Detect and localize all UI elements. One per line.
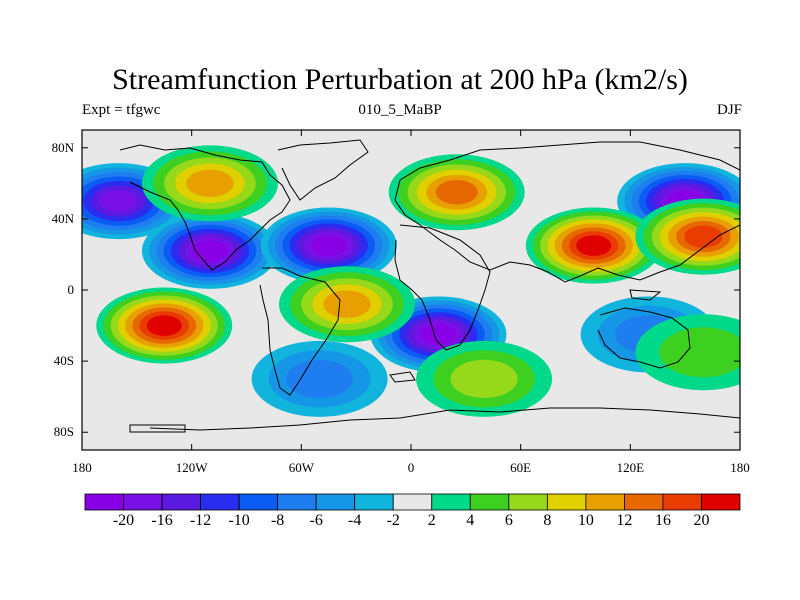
colorbar-label: -2 — [386, 512, 400, 529]
colorbar-box — [238, 493, 279, 511]
colorbar-label: -16 — [151, 512, 173, 529]
x-tick-label: 0 — [407, 460, 415, 475]
contour-feature — [260, 207, 397, 284]
contour-feature — [635, 198, 740, 275]
coastline-australia — [597, 307, 691, 369]
colorbar-label: -6 — [309, 512, 323, 529]
colorbar-box — [123, 493, 163, 511]
contour-feature — [251, 340, 388, 417]
coastline-south-america — [259, 267, 341, 396]
coastline-north-america — [119, 144, 291, 271]
subtitle-left: Expt = tfgwc — [82, 102, 161, 118]
contour-feature — [416, 340, 553, 417]
chart-title: Streamfunction Perturbation at 200 hPa (… — [112, 63, 688, 96]
colorbar-label: 20 — [693, 512, 710, 529]
x-tick-label: 120E — [616, 460, 645, 475]
colorbar-box — [662, 493, 702, 511]
contour-band — [659, 327, 740, 378]
colorbar-label: 2 — [427, 512, 436, 529]
colorbar-label: -12 — [189, 512, 212, 529]
colorbar-label: 6 — [504, 512, 513, 529]
contour-feature — [635, 314, 740, 391]
coastline-greenland — [277, 139, 369, 201]
contour-band — [286, 359, 354, 398]
colorbar-label: 8 — [543, 512, 552, 529]
colorbar — [84, 493, 741, 511]
contour-feature — [141, 145, 278, 222]
colorbar-label: -4 — [348, 512, 362, 529]
colorbar-box — [546, 493, 587, 511]
contour-band — [99, 189, 138, 213]
contour-feature — [96, 287, 233, 364]
colorbar-label: 12 — [616, 512, 633, 529]
colorbar-label: -20 — [112, 512, 135, 529]
x-tick-label: 120W — [175, 460, 208, 475]
contour-band — [192, 240, 228, 262]
coastline-africa — [394, 224, 491, 351]
contour-band — [186, 169, 234, 198]
colorbar-box — [585, 493, 625, 511]
colorbar-box — [624, 493, 664, 511]
y-tick-label: 80N — [51, 139, 74, 155]
colorbar-box — [354, 493, 394, 511]
colorbar-box — [392, 493, 433, 511]
colorbar-box — [431, 493, 471, 511]
x-tick-label: 180 — [72, 460, 92, 475]
colorbar-label: -8 — [270, 512, 285, 529]
y-tick-label: 40N — [51, 210, 74, 226]
x-tick-label: 60E — [510, 460, 532, 475]
colorbar-label: -10 — [228, 512, 250, 529]
coastline-islands — [129, 289, 662, 433]
subtitle-right: DJF — [716, 102, 742, 118]
contour-band — [576, 235, 612, 256]
contour-feature — [525, 207, 662, 284]
coastline-eurasia — [394, 141, 740, 283]
contour-band — [311, 235, 347, 256]
colorbar-box — [84, 493, 124, 511]
contour-feature — [279, 266, 416, 343]
colorbar-box — [701, 493, 741, 511]
y-tick-label: 40S — [53, 353, 74, 369]
contour-band — [420, 324, 456, 345]
contour-band — [450, 359, 518, 398]
contour-band — [684, 225, 723, 248]
y-tick-label: 0 — [67, 282, 75, 297]
contour-band — [435, 179, 478, 205]
contour-band — [323, 290, 371, 318]
x-tick-marks — [81, 130, 741, 450]
contour-band — [146, 315, 182, 336]
colorbar-box — [161, 493, 201, 511]
coastline-antarctica — [149, 407, 740, 431]
contour-feature — [141, 212, 278, 289]
colorbar-box — [200, 493, 240, 511]
contour-feature — [388, 154, 525, 231]
colorbar-box — [469, 493, 510, 511]
y-tick-label: 80S — [53, 424, 74, 440]
colorbar-box — [277, 493, 317, 511]
colorbar-box — [315, 493, 356, 511]
subtitle-center: 010_5_MaBP — [358, 102, 442, 118]
x-tick-label: 180 — [730, 460, 750, 475]
contour-field — [82, 145, 740, 417]
y-tick-marks — [82, 147, 740, 433]
colorbar-label: 4 — [466, 512, 475, 529]
colorbar-label: 10 — [577, 512, 594, 529]
colorbar-label: 16 — [654, 512, 671, 529]
colorbar-box — [508, 493, 548, 511]
coastlines — [119, 139, 740, 433]
x-tick-label: 60W — [288, 460, 314, 475]
